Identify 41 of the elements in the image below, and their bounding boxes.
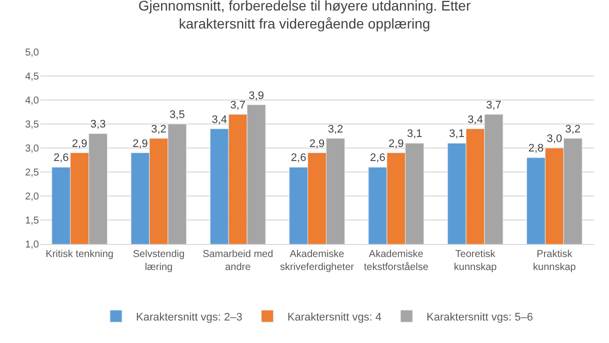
- data-label: 2,6: [53, 152, 69, 164]
- data-label: 3,5: [170, 109, 185, 121]
- y-tick-label: 4,0: [25, 96, 40, 106]
- x-tick-label: Praktisk kunnskap: [533, 249, 576, 273]
- chart-title: Gjennomsnitt, forberedelse til høyere utdanning. Etter karaktersnitt fra videregående opplæring: [138, 0, 471, 32]
- x-tick-label: Akademiske tekstforståelse: [364, 249, 429, 273]
- x-tick-label: Teoretisk kunnskap: [454, 249, 498, 273]
- y-tick-label: 3,5: [25, 120, 40, 130]
- legend-label: Karaktersnitt vgs: 5–6: [426, 311, 533, 324]
- x-tick-label: Selvstendig læring: [132, 249, 185, 273]
- y-tick-label: 5,0: [25, 48, 40, 58]
- data-label: 3,1: [449, 128, 464, 140]
- legend-label: Karaktersnitt vgs: 4: [287, 311, 382, 324]
- data-label: 2,9: [388, 138, 404, 150]
- data-label: 2,8: [528, 142, 544, 155]
- data-label: 2,9: [72, 138, 88, 150]
- data-label: 3,2: [565, 123, 581, 136]
- data-label: 2,9: [132, 138, 148, 150]
- data-label: 2,6: [370, 152, 386, 164]
- data-label: 3,2: [151, 123, 166, 136]
- data-label: 3,7: [230, 99, 246, 112]
- x-tick-label: Kritisk tenkning: [46, 249, 114, 260]
- x-tick-label: Akademiske skriveferdigheter: [280, 249, 355, 273]
- data-label: 3,1: [406, 128, 422, 140]
- data-label: 3,2: [328, 123, 344, 136]
- data-label: 3,4: [212, 114, 228, 126]
- data-label: 2,9: [309, 138, 325, 150]
- data-label: 3,4: [468, 114, 483, 126]
- data-label: 3,9: [248, 90, 264, 102]
- x-tick-label: Samarbeid med andre: [202, 249, 274, 273]
- legend-label: Karaktersnitt vgs: 2–3: [136, 311, 242, 324]
- data-label: 2,6: [290, 152, 306, 164]
- y-tick-label: 4,5: [25, 72, 40, 82]
- data-label: 3,0: [546, 133, 562, 145]
- y-tick-label: 3,0: [25, 144, 40, 154]
- y-tick-label: 1,5: [25, 216, 40, 226]
- y-tick-label: 2,5: [25, 168, 40, 178]
- y-tick-label: 1,0: [25, 240, 40, 250]
- data-label: 3,3: [90, 118, 106, 131]
- y-tick-label: 2,0: [25, 192, 40, 202]
- data-label: 3,7: [486, 99, 502, 112]
